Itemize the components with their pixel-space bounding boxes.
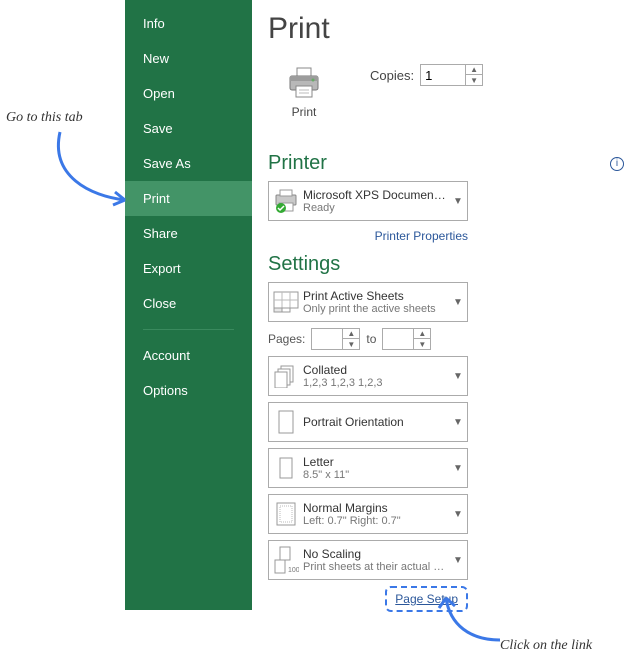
paper-line2: 8.5" x 11" — [303, 469, 447, 481]
paper-line1: Letter — [303, 455, 447, 469]
chevron-down-icon: ▼ — [449, 463, 467, 474]
sidebar-item-export[interactable]: Export — [125, 251, 252, 286]
pages-label: Pages: — [268, 332, 305, 346]
printer-selector[interactable]: Microsoft XPS Document W... Ready ▼ — [268, 181, 468, 221]
print-what-line1: Print Active Sheets — [303, 289, 447, 303]
sidebar-footer-group: Account Options — [125, 338, 252, 408]
annotation-bottom: Click on the link — [500, 638, 592, 654]
page-title: Print — [268, 12, 624, 46]
pages-from-spinner[interactable]: ▲▼ — [311, 328, 360, 350]
scaling-line1: No Scaling — [303, 547, 447, 561]
paper-icon — [269, 455, 303, 481]
sheets-icon — [269, 291, 303, 313]
pages-from-up[interactable]: ▲ — [343, 329, 359, 339]
sidebar-item-options[interactable]: Options — [125, 373, 252, 408]
backstage-sidebar: Info New Open Save Save As Print Share E… — [125, 0, 252, 610]
copies-up[interactable]: ▲ — [466, 65, 482, 75]
sidebar-main-group: Info New Open Save Save As Print Share E… — [125, 0, 252, 321]
sidebar-item-save[interactable]: Save — [125, 111, 252, 146]
sidebar-item-close[interactable]: Close — [125, 286, 252, 321]
svg-text:100: 100 — [288, 567, 299, 574]
print-button-label: Print — [269, 105, 339, 119]
scaling-icon: 100 — [269, 546, 303, 574]
pages-from-down[interactable]: ▼ — [343, 339, 359, 349]
sidebar-item-new[interactable]: New — [125, 41, 252, 76]
sidebar-item-print[interactable]: Print — [125, 181, 252, 216]
collate-selector[interactable]: Collated 1,2,3 1,2,3 1,2,3 ▼ — [268, 356, 468, 396]
margins-icon — [269, 501, 303, 527]
sidebar-item-account[interactable]: Account — [125, 338, 252, 373]
collate-line2: 1,2,3 1,2,3 1,2,3 — [303, 377, 447, 389]
chevron-down-icon: ▼ — [449, 371, 467, 382]
settings-heading: Settings — [268, 253, 624, 276]
margins-line1: Normal Margins — [303, 501, 447, 515]
printer-status-icon — [269, 189, 303, 213]
print-what-selector[interactable]: Print Active Sheets Only print the activ… — [268, 282, 468, 322]
pages-to-input[interactable] — [383, 329, 413, 349]
orientation-line1: Portrait Orientation — [303, 415, 447, 429]
copies-spinner[interactable]: ▲ ▼ — [420, 64, 483, 86]
pages-range: Pages: ▲▼ to ▲▼ — [268, 328, 468, 350]
scaling-selector[interactable]: 100 No Scaling Print sheets at their act… — [268, 540, 468, 580]
annotation-top: Go to this tab — [6, 110, 83, 126]
pages-to-label: to — [366, 332, 376, 346]
annotation-arrow-top — [40, 126, 140, 216]
chevron-down-icon: ▼ — [449, 297, 467, 308]
printer-info-icon[interactable]: i — [610, 157, 624, 171]
sidebar-item-open[interactable]: Open — [125, 76, 252, 111]
chevron-down-icon: ▼ — [449, 417, 467, 428]
sidebar-item-save-as[interactable]: Save As — [125, 146, 252, 181]
chevron-down-icon: ▼ — [449, 196, 467, 207]
scaling-line2: Print sheets at their actual size — [303, 561, 447, 573]
collate-icon — [269, 364, 303, 388]
margins-line2: Left: 0.7" Right: 0.7" — [303, 515, 447, 527]
orientation-selector[interactable]: Portrait Orientation ▼ — [268, 402, 468, 442]
paper-size-selector[interactable]: Letter 8.5" x 11" ▼ — [268, 448, 468, 488]
pages-to-spinner[interactable]: ▲▼ — [382, 328, 431, 350]
printer-properties-link[interactable]: Printer Properties — [375, 229, 468, 243]
margins-selector[interactable]: Normal Margins Left: 0.7" Right: 0.7" ▼ — [268, 494, 468, 534]
copies-input[interactable] — [421, 65, 465, 85]
printer-icon — [286, 67, 322, 99]
pages-from-input[interactable] — [312, 329, 342, 349]
printer-status: Ready — [303, 202, 447, 214]
copies-down[interactable]: ▼ — [466, 75, 482, 85]
print-panel: Print Print Copies: ▲ ▼ — [252, 0, 640, 628]
pages-to-down[interactable]: ▼ — [414, 339, 430, 349]
sidebar-item-share[interactable]: Share — [125, 216, 252, 251]
print-what-line2: Only print the active sheets — [303, 303, 447, 315]
sidebar-item-info[interactable]: Info — [125, 6, 252, 41]
sidebar-divider — [143, 329, 234, 330]
printer-name: Microsoft XPS Document W... — [303, 188, 447, 202]
chevron-down-icon: ▼ — [449, 509, 467, 520]
annotation-arrow-bottom — [430, 590, 510, 645]
printer-heading: Printer — [268, 152, 327, 175]
copies-label: Copies: — [370, 68, 414, 83]
copies-control: Copies: ▲ ▼ — [370, 64, 483, 86]
chevron-down-icon: ▼ — [449, 555, 467, 566]
print-button[interactable]: Print — [268, 58, 340, 126]
portrait-icon — [269, 409, 303, 435]
collate-line1: Collated — [303, 363, 447, 377]
pages-to-up[interactable]: ▲ — [414, 329, 430, 339]
